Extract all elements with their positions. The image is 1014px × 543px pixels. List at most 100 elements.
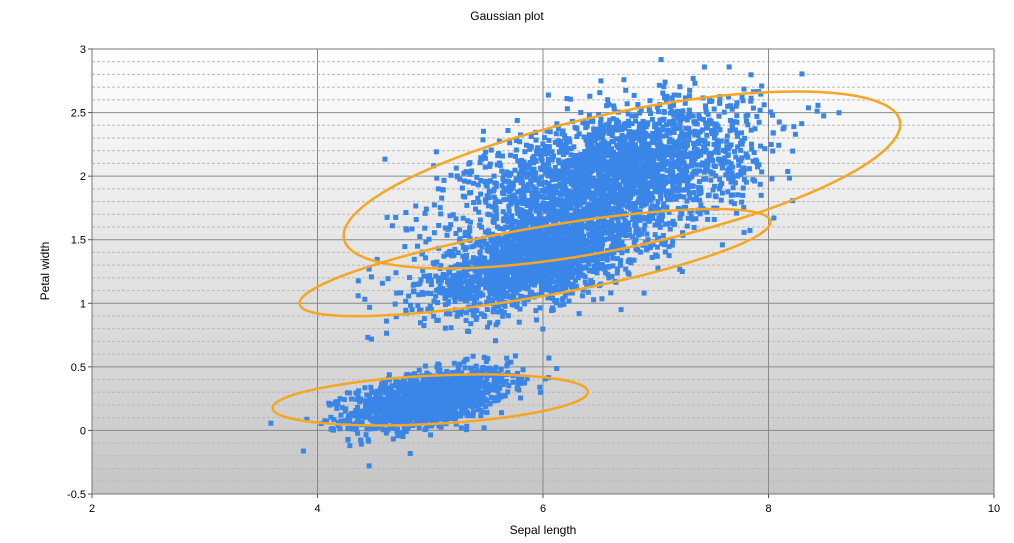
data-point (715, 150, 721, 156)
data-point (496, 303, 502, 309)
data-point (355, 293, 361, 299)
data-point (588, 225, 594, 231)
data-point (432, 412, 438, 418)
data-point (426, 416, 432, 422)
data-point (673, 164, 679, 170)
data-point (389, 406, 395, 412)
data-point (441, 177, 447, 183)
data-point (487, 212, 493, 218)
data-point (584, 120, 590, 126)
data-point (539, 287, 545, 293)
data-point (563, 285, 569, 291)
data-point (348, 411, 354, 417)
data-point (594, 258, 600, 264)
data-point (498, 253, 504, 259)
data-point (588, 247, 594, 253)
data-point (437, 283, 443, 289)
data-point (497, 288, 503, 294)
data-point (410, 400, 416, 406)
data-point (684, 223, 690, 229)
data-point (583, 265, 589, 271)
data-point (542, 186, 548, 192)
data-point (608, 290, 614, 296)
data-point (503, 378, 509, 384)
data-point (590, 279, 596, 285)
data-point (682, 100, 688, 106)
data-point (331, 427, 337, 433)
data-point (335, 401, 341, 407)
data-point (614, 270, 620, 276)
data-point (337, 396, 343, 402)
data-point (676, 138, 682, 144)
data-point (564, 267, 570, 273)
data-point (560, 249, 566, 255)
data-point (508, 249, 514, 255)
data-point (502, 303, 508, 309)
data-point (619, 208, 625, 214)
data-point (461, 381, 467, 387)
data-point (494, 295, 500, 301)
data-point (745, 122, 751, 128)
data-point (614, 238, 620, 244)
data-point (393, 314, 399, 320)
data-point (569, 267, 575, 273)
data-point (585, 214, 591, 220)
data-point (538, 174, 544, 180)
data-point (453, 263, 459, 269)
data-point (476, 275, 482, 281)
data-point (601, 266, 607, 272)
data-point (547, 270, 553, 276)
data-point (400, 380, 406, 386)
data-point (661, 84, 667, 90)
data-point (687, 195, 693, 201)
data-point (510, 379, 516, 385)
data-point (411, 256, 417, 262)
data-point (482, 388, 488, 394)
data-point (523, 256, 529, 262)
data-point (505, 369, 511, 375)
data-point (533, 137, 539, 143)
data-point (492, 387, 498, 393)
data-point (419, 388, 425, 394)
data-point (483, 404, 489, 410)
data-point (427, 401, 433, 407)
data-point (771, 215, 777, 221)
data-point (391, 400, 397, 406)
data-point (387, 418, 393, 424)
data-point (666, 152, 672, 158)
data-point (481, 425, 487, 431)
data-point (462, 229, 468, 235)
data-point (586, 233, 592, 239)
data-point (397, 395, 403, 401)
data-point (631, 257, 637, 263)
data-point (462, 233, 468, 239)
data-point (521, 251, 527, 257)
data-point (555, 126, 561, 132)
data-point (508, 287, 514, 293)
data-point (371, 397, 377, 403)
data-point (690, 140, 696, 146)
data-point (442, 417, 448, 423)
data-point (560, 278, 566, 284)
data-point (374, 256, 380, 262)
data-point (505, 389, 511, 395)
data-point (662, 127, 668, 133)
data-point (379, 280, 385, 286)
data-point (442, 225, 448, 231)
data-point (474, 381, 480, 387)
data-point (421, 323, 427, 329)
data-point (347, 443, 353, 449)
data-point (447, 291, 453, 297)
data-point (545, 156, 551, 162)
data-point (761, 102, 767, 108)
data-point (622, 125, 628, 131)
data-point (464, 290, 470, 296)
data-point (591, 221, 597, 227)
data-point (739, 199, 745, 205)
data-point (505, 360, 511, 366)
data-point (480, 365, 486, 371)
data-point (576, 131, 582, 137)
data-point (512, 353, 518, 359)
data-point (423, 426, 429, 432)
data-point (480, 391, 486, 397)
